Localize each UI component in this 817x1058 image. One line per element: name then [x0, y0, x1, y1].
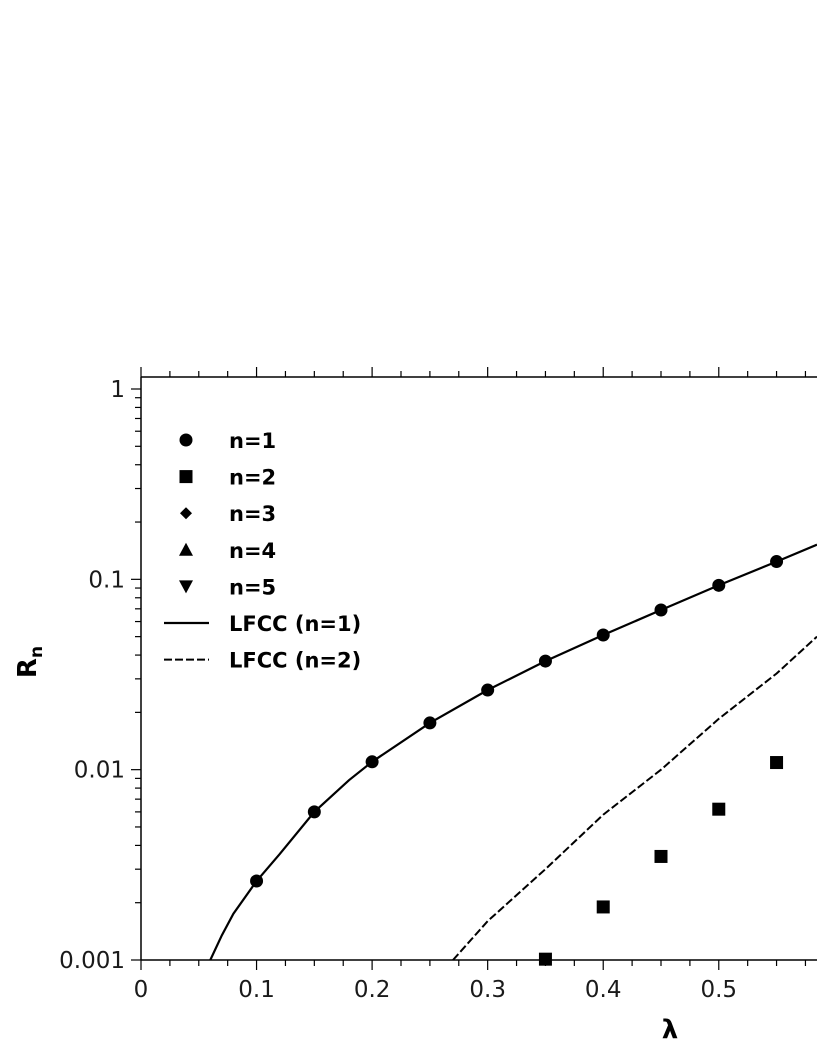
data-point — [654, 603, 668, 617]
data-point — [538, 952, 552, 966]
y-tick-label: 1 — [110, 377, 125, 403]
data-point — [770, 756, 784, 770]
legend-marker — [179, 470, 193, 484]
legend-label: n=3 — [229, 502, 276, 526]
series-line — [452, 635, 817, 961]
legend-label: LFCC (n=1) — [229, 612, 361, 636]
data-point — [481, 683, 495, 697]
legend-marker — [180, 507, 192, 520]
y-axis-title-base: R — [13, 658, 43, 678]
x-tick-label: 0.5 — [700, 977, 737, 1003]
legend-marker — [179, 542, 193, 556]
legend-label: LFCC (n=2) — [229, 649, 361, 673]
y-tick-label: 0.001 — [59, 948, 125, 974]
legend: n=1 n=2 n=3 n=4 n=5 LFCC (n=1) LFCC (n=2) — [164, 429, 361, 673]
series-line — [209, 543, 817, 961]
legend-marker — [179, 580, 193, 594]
data-point — [712, 802, 726, 816]
plot-area: 0 0.1 0.2 0.3 0.4 0.5 0.001 0.01 0.1 1 — [59, 367, 817, 1003]
tick-labels: 0 0.1 0.2 0.3 0.4 0.5 0.001 0.01 0.1 1 — [59, 377, 737, 1003]
x-tick-label: 0.2 — [354, 977, 391, 1003]
x-tick-label: 0.1 — [238, 977, 275, 1003]
y-tick-label: 0.01 — [74, 758, 125, 784]
x-tick-label: 0.3 — [469, 977, 506, 1003]
x-tick-label: 0.4 — [585, 977, 622, 1003]
tick-marks — [131, 367, 807, 970]
legend-label: n=4 — [229, 539, 276, 563]
y-axis-title-subscript: n — [27, 646, 47, 658]
data-point — [423, 716, 437, 730]
series-lines — [209, 543, 817, 961]
legend-label: n=1 — [229, 429, 276, 453]
legend-label: n=2 — [229, 466, 276, 490]
x-tick-label: 0 — [134, 977, 149, 1003]
data-point — [365, 755, 379, 769]
y-axis-title: Rn — [13, 646, 47, 678]
data-point — [307, 805, 321, 819]
data-point — [596, 628, 610, 642]
legend-label: n=5 — [229, 575, 276, 599]
data-point — [250, 874, 264, 888]
series-markers — [250, 555, 784, 966]
data-point — [654, 849, 668, 863]
y-tick-label: 0.1 — [88, 567, 125, 593]
data-point — [770, 555, 784, 569]
data-point — [712, 578, 726, 592]
legend-marker — [179, 433, 193, 447]
x-axis-title: λ — [662, 1015, 678, 1045]
data-point — [538, 654, 552, 668]
data-point — [596, 900, 610, 914]
